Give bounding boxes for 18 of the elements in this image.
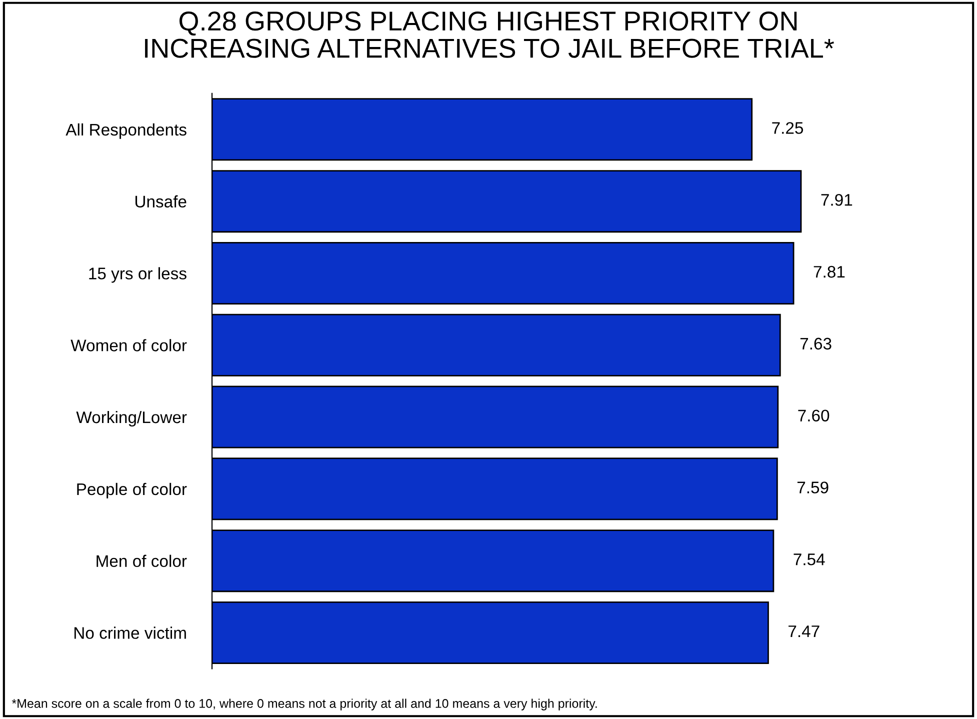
data-label: 7.25 <box>772 122 804 134</box>
y-tick-label: Working/Lower <box>76 410 187 427</box>
y-tick-label: Women of color <box>70 339 187 352</box>
data-label: 7.59 <box>797 482 828 494</box>
y-tick-label: No crime victim <box>74 626 186 639</box>
y-tick-label: People of color <box>77 482 187 498</box>
y-tick-label: Unsafe <box>135 195 186 208</box>
y-tick-label: Men of color <box>96 554 187 568</box>
data-label: 7.91 <box>821 194 852 206</box>
data-label: 7.81 <box>814 266 845 278</box>
chart-title: Q.28 GROUPS PLACING HIGHEST PRIORITY ON INCREASING ALTERNATIVES TO JAIL BEFORE TRIAL* <box>145 12 834 58</box>
data-label: 7.54 <box>794 554 825 566</box>
text: *Mean score on a scale from 0 to 10, where 0 means not a priority at all and 10 means a very high priority. <box>12 698 597 710</box>
y-tick-label: 15 yrs or less <box>89 267 186 283</box>
data-label: 7.63 <box>800 338 832 350</box>
y-tick-label: All Respondents <box>66 123 186 139</box>
data-label: 7.60 <box>798 410 830 422</box>
data-label: 7.47 <box>788 626 820 638</box>
